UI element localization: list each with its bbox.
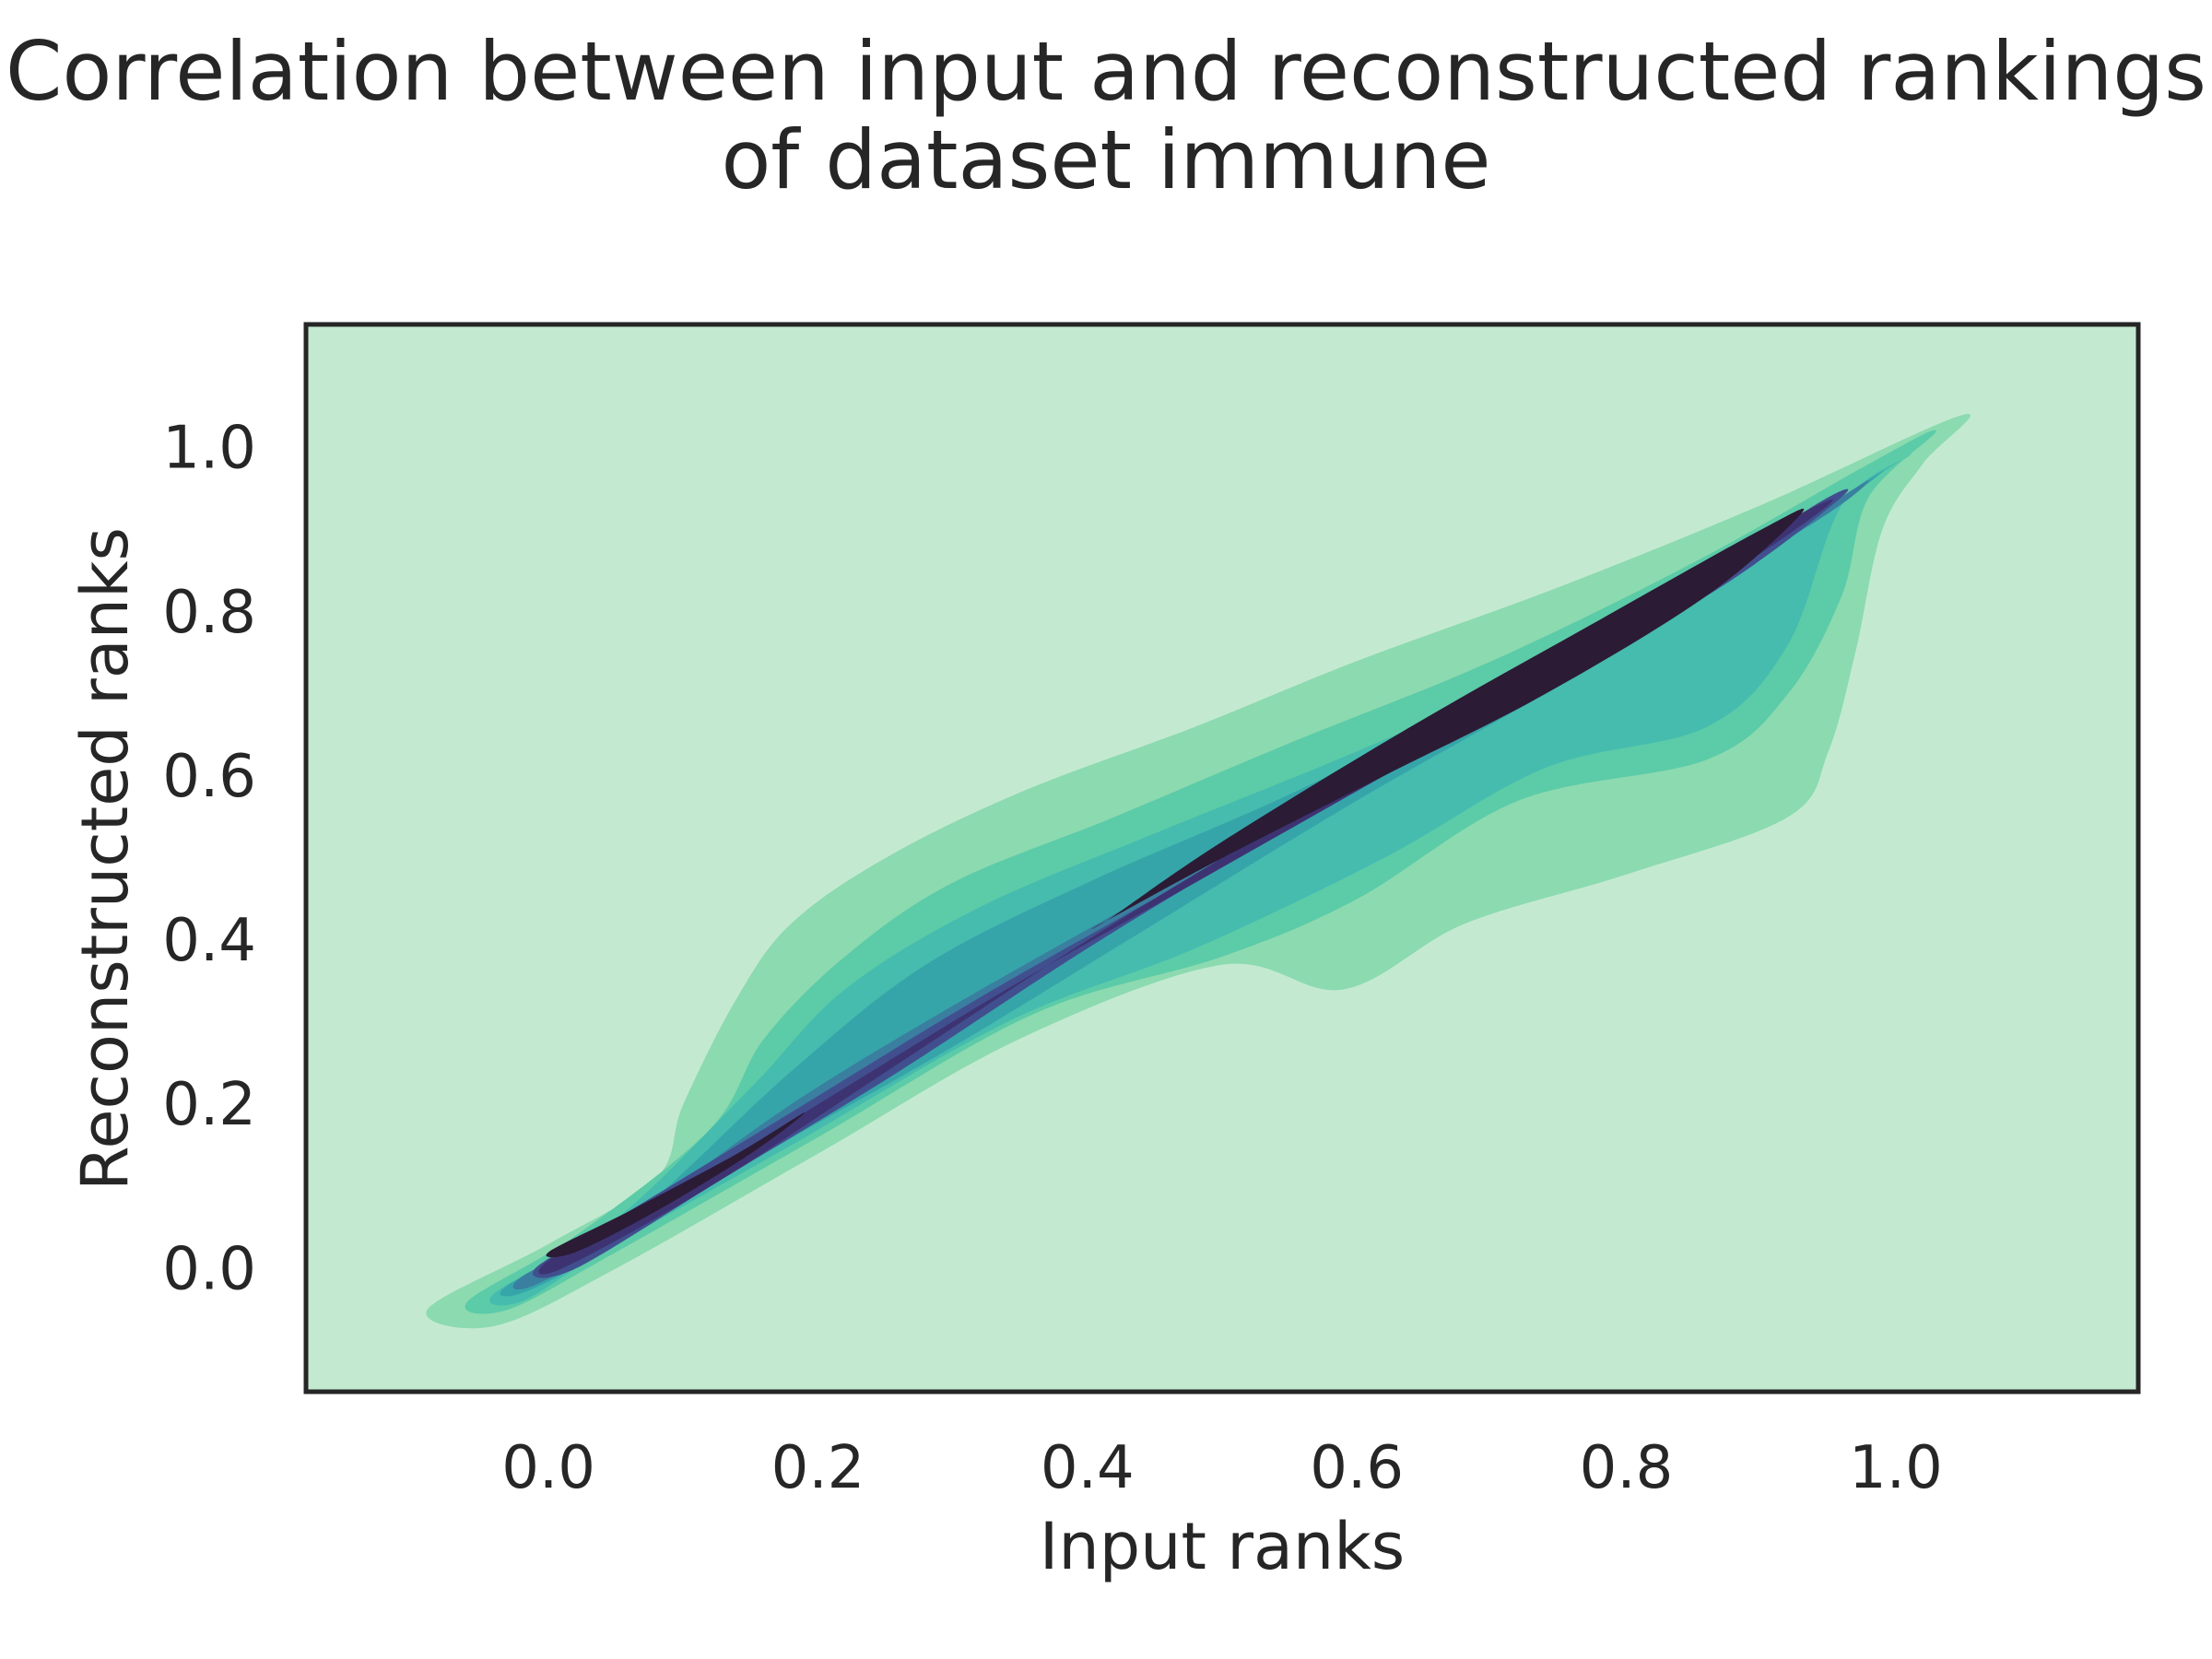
y-axis-ticks: 0.0 0.2 0.4 0.6 0.8 1.0 — [162, 415, 256, 1304]
x-axis-ticks: 0.0 0.2 0.4 0.6 0.8 1.0 — [501, 1434, 1943, 1502]
x-tick-label: 0.6 — [1310, 1434, 1404, 1502]
x-tick-label: 0.8 — [1580, 1434, 1674, 1502]
x-tick-label: 1.0 — [1849, 1434, 1943, 1502]
y-tick-label: 0.2 — [162, 1071, 256, 1139]
x-axis-label: Input ranks — [1040, 1509, 1406, 1584]
density-contours — [426, 414, 1971, 1329]
x-tick-label: 0.0 — [501, 1434, 595, 1502]
chart-title-line-2: of dataset immune — [721, 112, 1491, 207]
plot-frame — [303, 322, 2141, 1394]
density-level-8-region-8 — [1091, 508, 1805, 929]
chart-title: Correlation between input and reconstruc… — [6, 24, 2206, 119]
x-tick-label: 0.2 — [771, 1434, 865, 1502]
y-axis-label: Reconstructed ranks — [67, 527, 143, 1191]
y-tick-label: 0.4 — [162, 907, 256, 975]
x-tick-label: 0.4 — [1041, 1434, 1135, 1502]
y-tick-label: 0.6 — [162, 743, 256, 811]
y-tick-label: 0.0 — [162, 1235, 256, 1303]
density-level-8-region-7 — [546, 1112, 806, 1258]
y-tick-label: 1.0 — [162, 415, 256, 483]
y-tick-label: 0.8 — [162, 579, 256, 647]
